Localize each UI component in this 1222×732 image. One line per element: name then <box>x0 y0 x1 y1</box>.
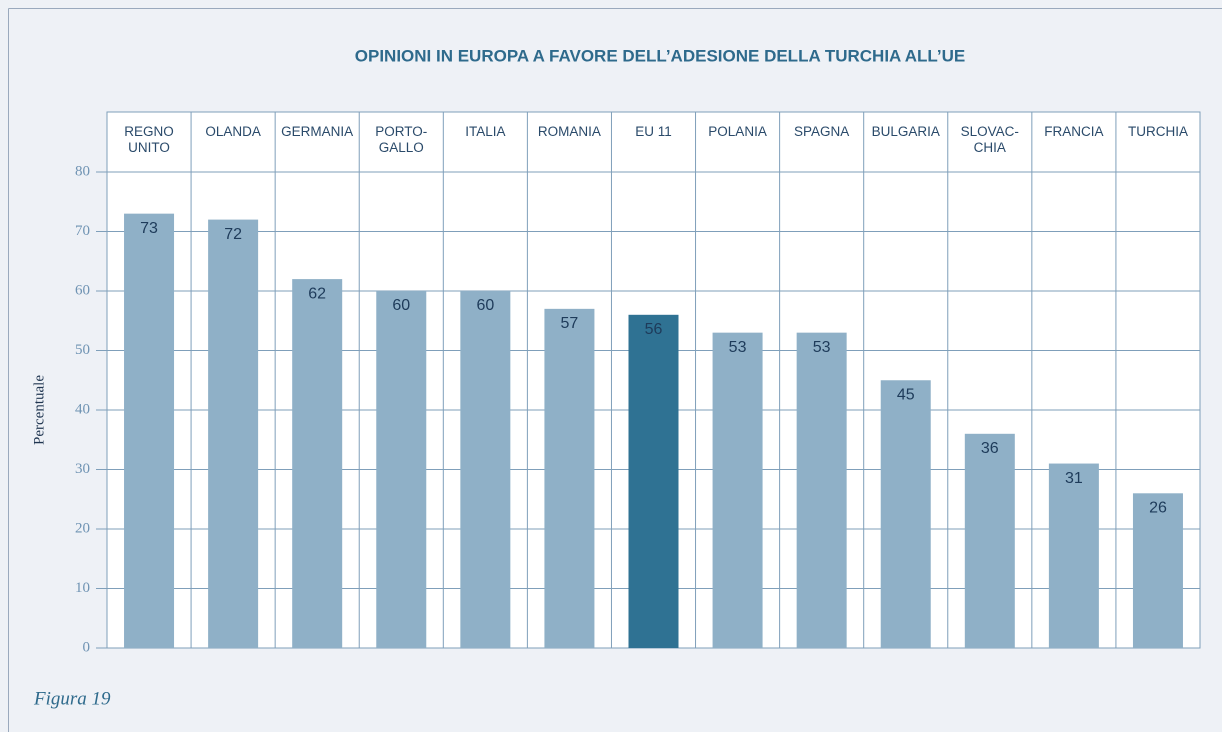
y-tick-label: 20 <box>75 520 90 536</box>
y-tick-label: 70 <box>75 223 90 239</box>
chart-title: OPINIONI IN EUROPA A FAVORE DELL’ADESION… <box>355 46 965 65</box>
category-label: SLOVAC- CHIA <box>960 124 1019 155</box>
bar <box>964 433 1015 648</box>
value-label: 60 <box>476 297 494 314</box>
bar <box>880 380 931 648</box>
caption: Figura 19 <box>33 688 111 709</box>
category-label: PORTO- GALLO <box>375 124 428 155</box>
category-label: GERMANIA <box>281 124 354 139</box>
value-label: 62 <box>308 285 326 302</box>
value-label: 26 <box>1149 500 1167 517</box>
y-axis-label: Percentuale <box>31 375 47 445</box>
value-label: 60 <box>392 297 410 314</box>
bar <box>712 332 763 648</box>
y-tick-label: 0 <box>83 639 91 655</box>
y-tick-label: 10 <box>75 580 90 596</box>
bar <box>544 308 595 648</box>
category-label: ROMANIA <box>537 124 601 139</box>
value-label: 73 <box>140 220 158 237</box>
category-label: ITALIA <box>465 124 506 139</box>
category-label: OLANDA <box>205 124 261 139</box>
y-tick-label: 50 <box>75 342 90 358</box>
value-label: 53 <box>729 339 747 356</box>
category-label: BULGARIA <box>871 124 940 139</box>
y-tick-label: 80 <box>75 163 90 179</box>
value-label: 45 <box>897 386 915 403</box>
value-label: 53 <box>813 339 831 356</box>
bar <box>1132 493 1183 648</box>
bar <box>376 291 427 648</box>
value-label: 36 <box>981 440 999 457</box>
value-label: 31 <box>1065 470 1083 487</box>
category-label: TURCHIA <box>1127 124 1188 139</box>
category-label: POLANIA <box>708 124 767 139</box>
y-tick-label: 60 <box>75 282 90 298</box>
bar <box>124 213 175 648</box>
bar <box>208 219 259 648</box>
category-label: SPAGNA <box>794 124 850 139</box>
bar <box>292 279 343 648</box>
bar <box>460 291 511 648</box>
bar <box>796 332 847 648</box>
value-label: 72 <box>224 226 242 243</box>
category-label: REGNO UNITO <box>124 124 174 155</box>
category-label: EU 11 <box>635 124 672 139</box>
bar <box>628 314 679 648</box>
category-label: FRANCIA <box>1044 124 1104 139</box>
bar <box>1048 463 1099 648</box>
value-label: 57 <box>561 315 579 332</box>
y-tick-label: 40 <box>75 401 90 417</box>
value-label: 56 <box>645 321 663 338</box>
y-tick-label: 30 <box>75 461 90 477</box>
